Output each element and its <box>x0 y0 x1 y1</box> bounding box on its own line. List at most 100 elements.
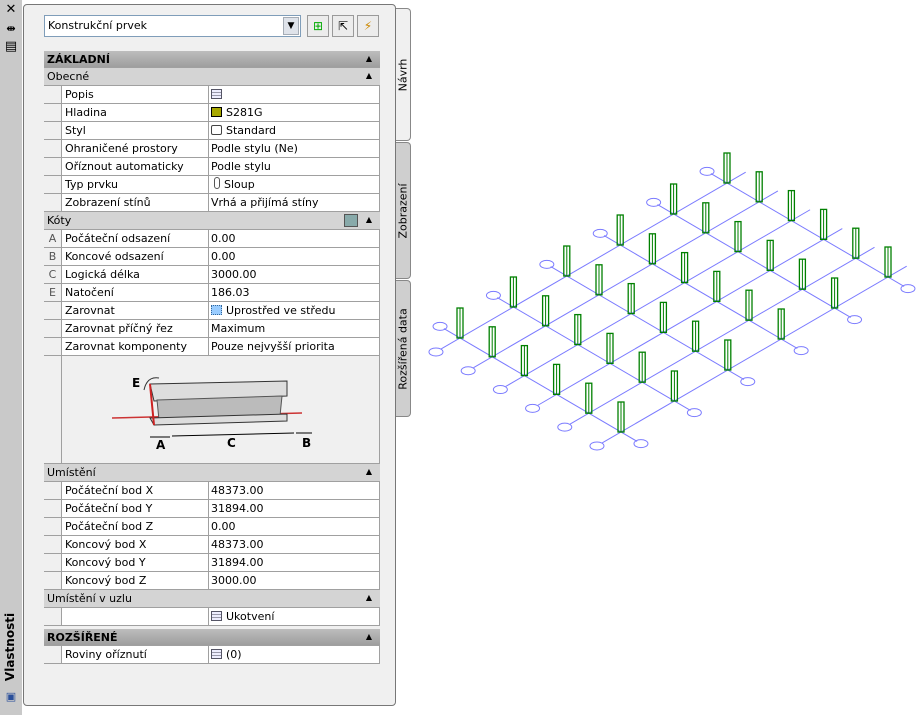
quick-select-button[interactable]: ⊞ <box>307 15 329 37</box>
property-label: Zobrazení stínů <box>61 194 209 211</box>
dimension-letter: E <box>49 286 56 299</box>
property-value[interactable]: Vrhá a přijímá stíny <box>209 194 380 211</box>
category-header[interactable]: Umístění ▲ <box>44 464 380 482</box>
property-row[interactable]: Zobrazení stínů Vrhá a přijímá stíny <box>44 194 380 212</box>
grid-bubble <box>557 422 573 432</box>
property-value[interactable]: S281G <box>209 104 380 121</box>
select-objects-button[interactable]: ⇱ <box>332 15 354 37</box>
property-value[interactable]: 0.00 <box>209 230 380 247</box>
dimension-label-e: E <box>132 376 141 390</box>
tab-zobrazeni[interactable]: Zobrazení <box>396 142 411 279</box>
properties-icon[interactable]: ▤ <box>4 39 18 54</box>
value-text: Podle stylu (Ne) <box>211 142 298 155</box>
palette-menu-icon[interactable]: ▣ <box>5 690 17 703</box>
property-row[interactable]: Ukotvení <box>44 608 380 626</box>
property-row[interactable]: Počáteční bod X 48373.00 <box>44 482 380 500</box>
style-icon <box>211 125 222 135</box>
property-row[interactable]: Koncový bod Y 31894.00 <box>44 554 380 572</box>
property-row[interactable]: Styl Standard <box>44 122 380 140</box>
tab-navrh[interactable]: Návrh <box>396 8 411 141</box>
toggle-pickadd-button[interactable]: ⚡ <box>357 15 379 37</box>
property-row[interactable]: E Natočení 186.03 <box>44 284 380 302</box>
palette-title: Vlastnosti <box>3 612 17 682</box>
category-header[interactable]: Obecné ▲ <box>44 68 380 86</box>
dimension-letter <box>44 158 61 175</box>
property-row[interactable]: Popis <box>44 86 380 104</box>
dimension-letter <box>44 320 61 337</box>
property-value[interactable]: Podle stylu <box>209 158 380 175</box>
collapse-arrow-icon[interactable]: ▲ <box>365 215 372 224</box>
dimension-letter <box>44 500 61 517</box>
dimension-letter <box>44 122 61 139</box>
category-label: ZÁKLADNÍ <box>47 53 110 66</box>
property-row[interactable]: Oříznout automaticky Podle stylu <box>44 158 380 176</box>
property-row[interactable]: Typ prvku Sloup <box>44 176 380 194</box>
property-value[interactable]: 48373.00 <box>209 536 380 553</box>
value-text: 48373.00 <box>211 484 264 497</box>
property-label: Zarovnat příčný řez <box>61 320 209 337</box>
property-row[interactable]: B Koncové odsazení 0.00 <box>44 248 380 266</box>
model-viewport[interactable] <box>420 140 920 460</box>
property-value[interactable]: 186.03 <box>209 284 380 301</box>
category-header[interactable]: Umístění v uzlu ▲ <box>44 590 380 608</box>
table-icon <box>211 89 222 99</box>
property-row[interactable]: Koncový bod Z 3000.00 <box>44 572 380 590</box>
property-value[interactable]: (0) <box>209 646 380 663</box>
category-header[interactable]: ZÁKLADNÍ ▲ <box>44 51 380 68</box>
property-value[interactable]: Uprostřed ve středu <box>209 302 380 319</box>
property-row[interactable]: Roviny oříznutí (0) <box>44 646 380 664</box>
property-value[interactable]: 3000.00 <box>209 266 380 283</box>
autohide-icon[interactable]: ⇹ <box>6 22 16 35</box>
property-label: Ohraničené prostory <box>61 140 209 157</box>
grid-bubble <box>539 259 555 269</box>
justify-icon <box>211 305 222 315</box>
chevron-down-icon[interactable]: ▼ <box>283 17 299 35</box>
value-text: 3000.00 <box>211 268 257 281</box>
property-row[interactable]: Koncový bod X 48373.00 <box>44 536 380 554</box>
property-row[interactable]: C Logická délka 3000.00 <box>44 266 380 284</box>
dimension-image-toggle-icon[interactable] <box>344 214 358 227</box>
beam-diagram <box>111 377 312 438</box>
property-row[interactable]: Hladina S281G <box>44 104 380 122</box>
property-row[interactable]: Zarovnat příčný řez Maximum <box>44 320 380 338</box>
property-value[interactable]: 31894.00 <box>209 500 380 517</box>
property-value[interactable]: 31894.00 <box>209 554 380 571</box>
property-value[interactable] <box>209 86 380 103</box>
property-value[interactable]: Sloup <box>209 176 380 193</box>
property-value[interactable]: Maximum <box>209 320 380 337</box>
property-value[interactable]: 0.00 <box>209 518 380 535</box>
property-row[interactable]: Ohraničené prostory Podle stylu (Ne) <box>44 140 380 158</box>
grid-line <box>473 190 779 369</box>
property-value[interactable]: 3000.00 <box>209 572 380 589</box>
tab-label: Zobrazení <box>396 182 410 239</box>
property-value[interactable]: Podle stylu (Ne) <box>209 140 380 157</box>
category-header[interactable]: ROZŠÍŘENÉ ▲ <box>44 629 380 646</box>
property-row[interactable]: Zarovnat Uprostřed ve středu <box>44 302 380 320</box>
property-row[interactable]: Zarovnat komponenty Pouze nejvyšší priori… <box>44 338 380 356</box>
tab-rozsirena-data[interactable]: Rozšířená data <box>396 280 411 417</box>
property-row[interactable]: Počáteční bod Z 0.00 <box>44 518 380 536</box>
object-type-select[interactable]: Konstrukční prvek ▼ <box>44 15 301 37</box>
property-row[interactable]: Počáteční bod Y 31894.00 <box>44 500 380 518</box>
category-header[interactable]: Kóty ▲ <box>44 212 380 230</box>
property-label: Typ prvku <box>61 176 209 193</box>
category-label: ROZŠÍŘENÉ <box>47 631 118 644</box>
property-label: Logická délka <box>61 266 209 283</box>
grid-line <box>569 246 875 425</box>
collapse-arrow-icon[interactable]: ▲ <box>365 632 372 641</box>
property-value[interactable]: Ukotvení <box>209 608 380 625</box>
property-value[interactable]: 48373.00 <box>209 482 380 499</box>
property-value[interactable]: Standard <box>209 122 380 139</box>
property-label: Koncový bod Y <box>61 554 209 571</box>
property-grid: ZÁKLADNÍ ▲ Obecné ▲ Popis Hladina S281G Styl Sta… <box>44 51 380 664</box>
close-icon[interactable]: ✕ <box>5 2 17 17</box>
collapse-arrow-icon[interactable]: ▲ <box>365 54 372 63</box>
collapse-arrow-icon[interactable]: ▲ <box>365 593 372 602</box>
grid-bubble <box>793 346 809 356</box>
property-value[interactable]: Pouze nejvyšší priorita <box>209 338 380 355</box>
property-row[interactable]: A Počáteční odsazení 0.00 <box>44 230 380 248</box>
property-value[interactable]: 0.00 <box>209 248 380 265</box>
collapse-arrow-icon[interactable]: ▲ <box>365 71 372 80</box>
dimension-letter <box>44 518 61 535</box>
collapse-arrow-icon[interactable]: ▲ <box>365 467 372 476</box>
